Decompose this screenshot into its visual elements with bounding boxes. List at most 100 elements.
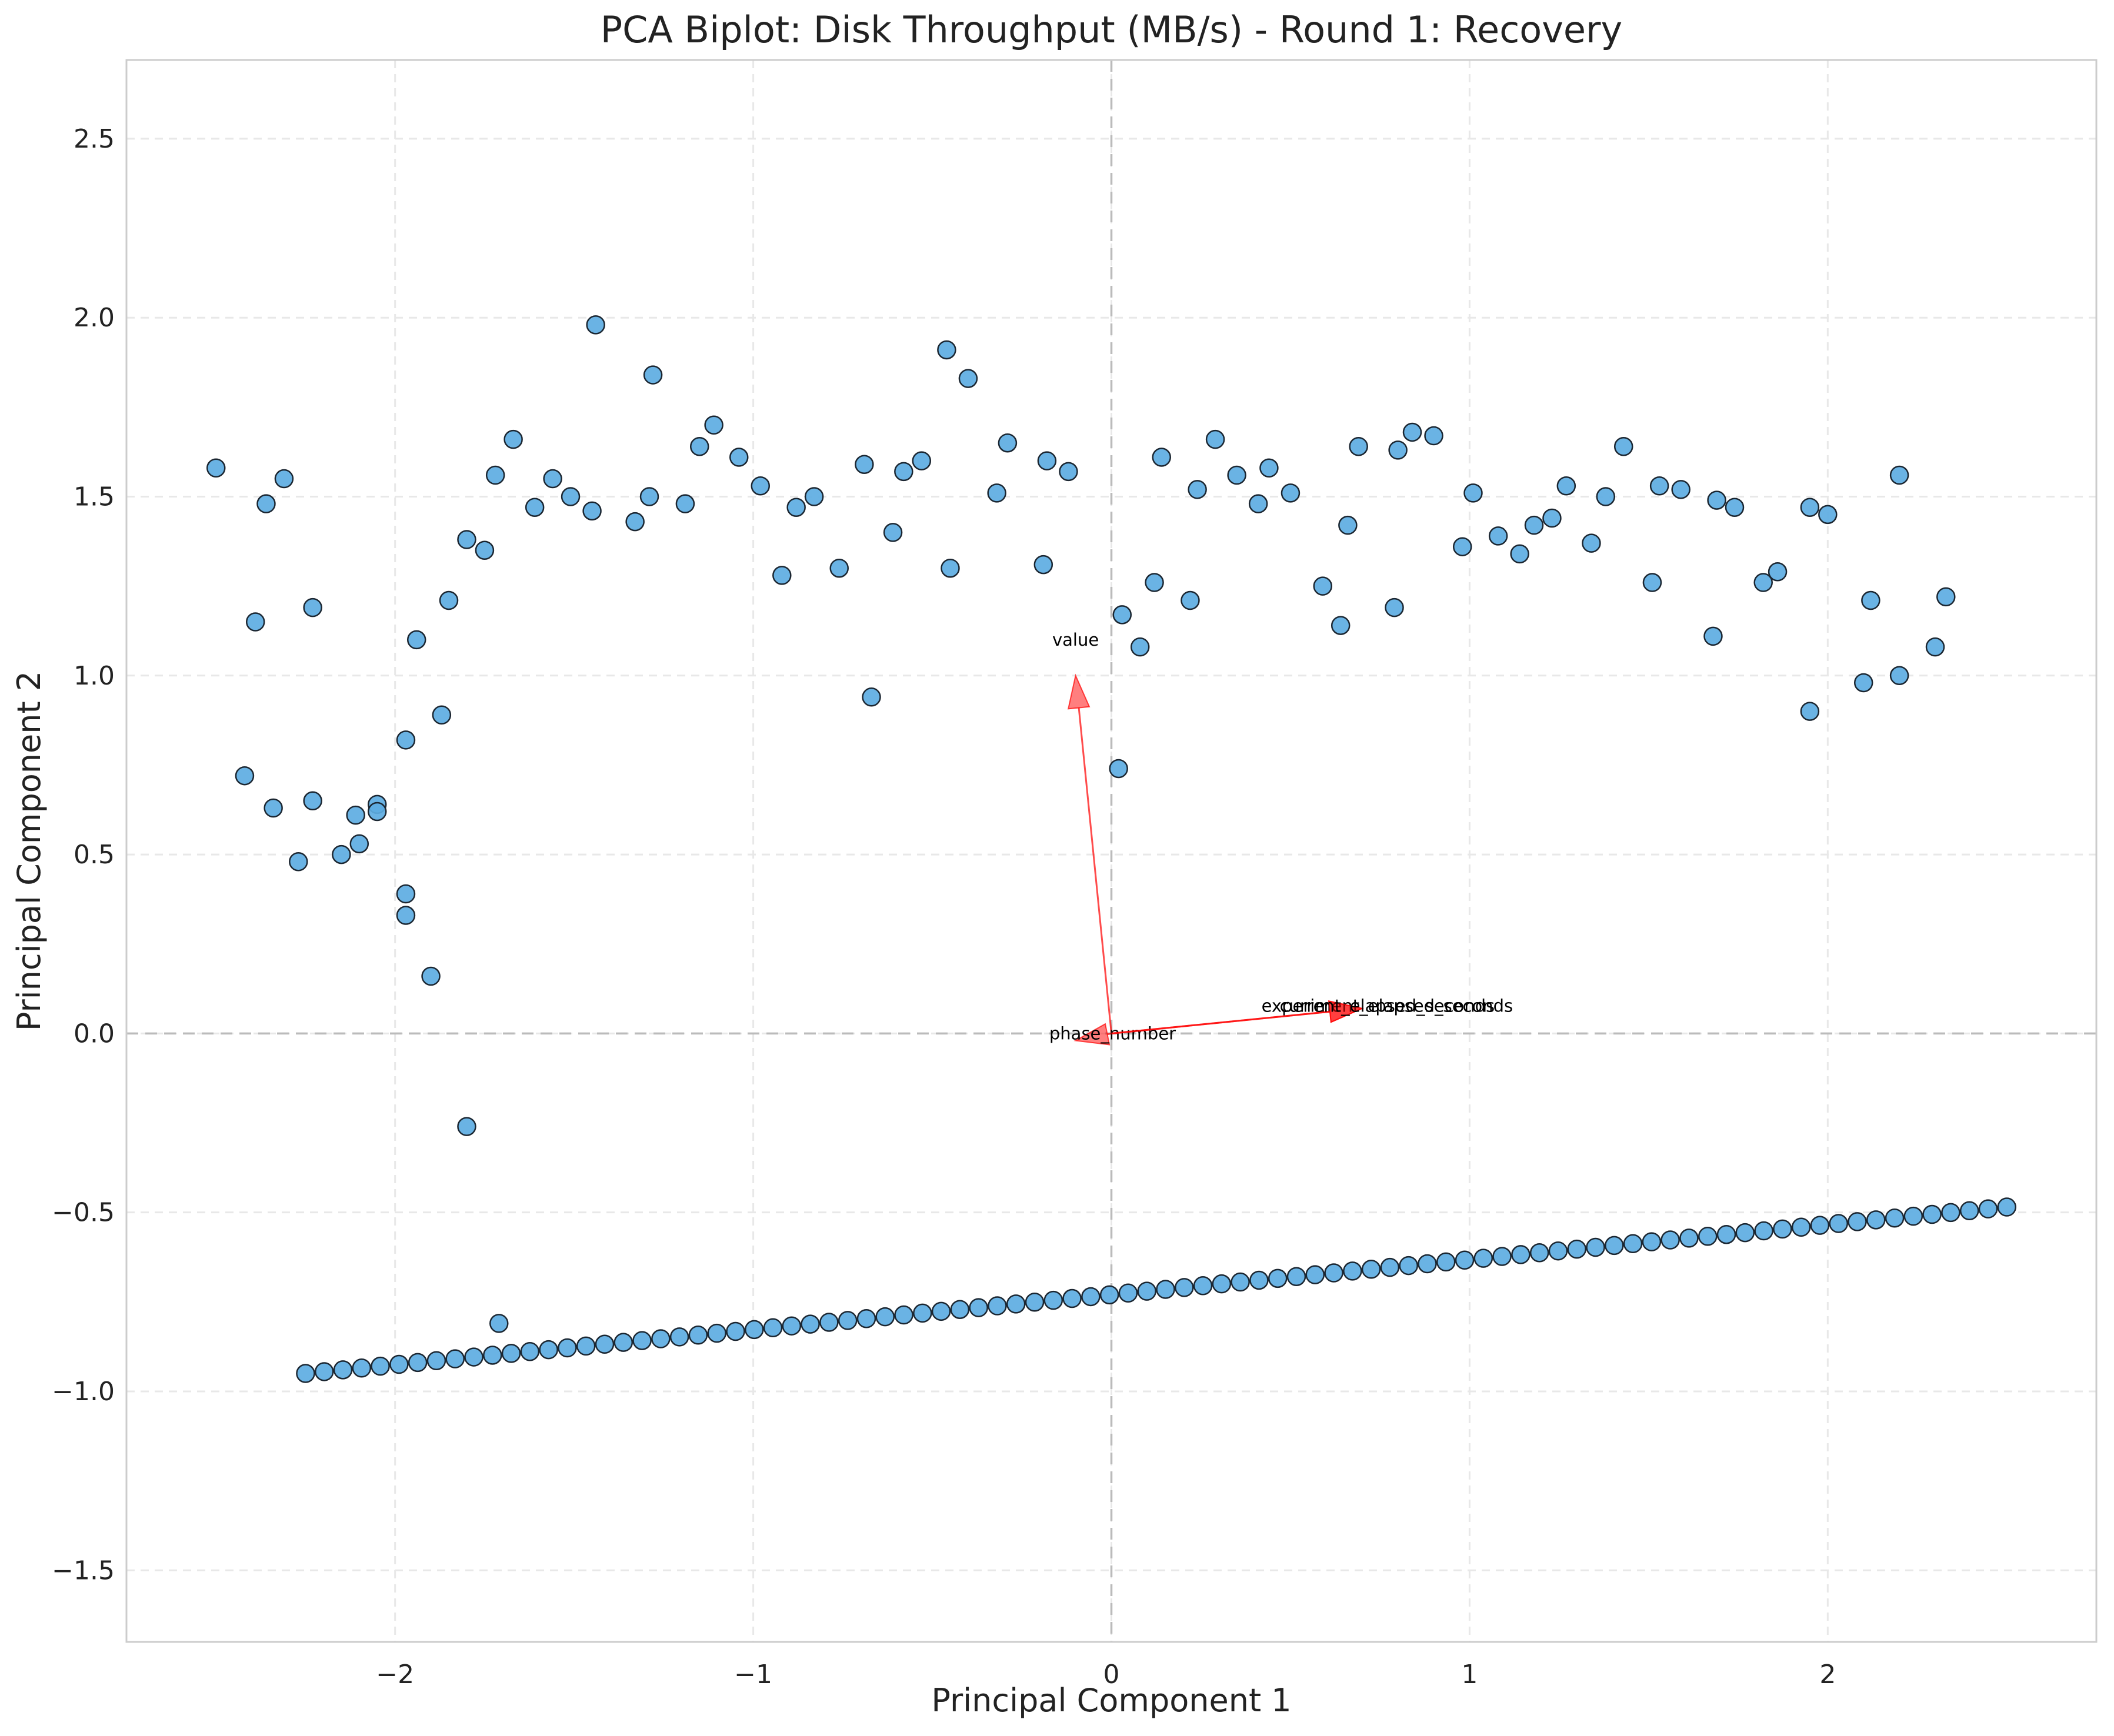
line-point xyxy=(988,1296,1007,1316)
line-point xyxy=(371,1356,390,1376)
line-point xyxy=(483,1346,502,1365)
axis-labels: PCA Biplot: Disk Throughput (MB/s) - Rou… xyxy=(11,8,1622,1719)
scatter-point xyxy=(690,437,709,456)
line-point xyxy=(1716,1224,1736,1244)
line-point xyxy=(1997,1197,2017,1217)
line-point xyxy=(1249,1270,1269,1290)
line-point xyxy=(1137,1281,1156,1301)
line-point xyxy=(651,1329,671,1348)
line-point xyxy=(1623,1234,1643,1254)
scatter-point xyxy=(406,630,426,650)
line-point xyxy=(1212,1274,1232,1294)
scatter-point xyxy=(1671,480,1690,499)
scatter-point xyxy=(675,494,695,513)
line-point xyxy=(1866,1210,1886,1230)
scatter-point xyxy=(987,483,1006,503)
scatter-points xyxy=(206,315,2017,1383)
scatter-point xyxy=(1889,666,1909,686)
line-point xyxy=(1175,1278,1194,1297)
scatter-point xyxy=(1753,573,1773,592)
plot-frame xyxy=(125,59,2098,1643)
scatter-point xyxy=(1181,590,1200,610)
scatter-point xyxy=(1642,573,1662,592)
line-point xyxy=(1305,1265,1325,1284)
line-point xyxy=(1099,1285,1119,1305)
line-point xyxy=(445,1349,465,1368)
line-point xyxy=(333,1360,353,1380)
line-point xyxy=(501,1344,521,1363)
scatter-point xyxy=(1130,637,1150,657)
x-tick-label: −1 xyxy=(734,1660,772,1690)
loading-arrow-shaft xyxy=(1111,1010,1331,1034)
scatter-point xyxy=(1248,494,1268,513)
line-point xyxy=(1399,1256,1418,1276)
line-point xyxy=(1343,1261,1362,1281)
line-point xyxy=(931,1301,951,1321)
scatter-point xyxy=(432,705,452,725)
scatter-point xyxy=(1649,476,1669,496)
scatter-point xyxy=(1596,487,1616,506)
scatter-point xyxy=(883,523,903,542)
zero-lines xyxy=(126,60,2096,1642)
scatter-point xyxy=(958,369,978,388)
scatter-point xyxy=(1059,462,1078,482)
scatter-point xyxy=(1259,458,1279,478)
line-point xyxy=(1791,1217,1811,1237)
scatter-point xyxy=(245,612,265,632)
line-point xyxy=(1118,1283,1138,1303)
line-point xyxy=(745,1320,764,1340)
line-point xyxy=(314,1362,334,1381)
y-tick-label: 0.5 xyxy=(74,840,115,870)
scatter-point xyxy=(1800,498,1820,517)
scatter-point xyxy=(912,451,932,470)
line-point xyxy=(1006,1294,1026,1314)
scatter-point xyxy=(489,1314,509,1333)
y-tick-label: 0.0 xyxy=(74,1019,115,1049)
scatter-point xyxy=(396,730,416,750)
scatter-point xyxy=(1388,440,1408,460)
loading-arrow-shaft xyxy=(1078,707,1112,1034)
line-point xyxy=(763,1318,783,1338)
scatter-point xyxy=(894,462,913,482)
scatter-point xyxy=(1205,429,1225,449)
scatter-point xyxy=(586,315,605,335)
axes-frame: −2 −1 0 1 2 −1.5 −1.0 −0.5 0.0 0.5 1.0 1.5 2.0 2.5 xyxy=(52,59,2098,1690)
line-point xyxy=(856,1309,876,1328)
scatter-point xyxy=(504,429,523,449)
line-point xyxy=(632,1331,652,1350)
scatter-point xyxy=(582,501,602,521)
line-point xyxy=(875,1307,895,1327)
scatter-point xyxy=(1925,637,1945,657)
loading-arrow-head xyxy=(1067,673,1091,710)
scatter-point xyxy=(1385,597,1404,617)
scatter-point xyxy=(206,458,226,478)
scatter-point xyxy=(625,512,645,532)
scatter-point xyxy=(1510,544,1529,564)
line-point xyxy=(801,1314,820,1334)
scatter-point xyxy=(525,498,545,517)
scatter-point xyxy=(643,365,663,385)
scatter-point xyxy=(332,844,351,864)
line-point xyxy=(838,1311,858,1330)
scatter-point xyxy=(1313,576,1333,596)
line-point xyxy=(1978,1199,1998,1218)
loading-label: current_elapsed_seconds xyxy=(1280,996,1495,1016)
line-point xyxy=(1848,1212,1867,1231)
line-point xyxy=(1959,1201,1979,1221)
scatter-point xyxy=(367,802,387,822)
line-point xyxy=(595,1334,615,1354)
scatter-point xyxy=(1424,426,1443,446)
scatter-point xyxy=(937,340,956,360)
line-point xyxy=(1473,1248,1493,1268)
scatter-point xyxy=(1800,702,1820,721)
line-point xyxy=(726,1321,745,1341)
scatter-point xyxy=(729,448,749,467)
scatter-point xyxy=(274,469,294,489)
scatter-point xyxy=(1542,508,1562,528)
x-tick-label: 1 xyxy=(1461,1660,1478,1690)
scatter-point xyxy=(862,687,881,707)
scatter-point xyxy=(1152,448,1171,467)
chart-title: PCA Biplot: Disk Throughput (MB/s) - Rou… xyxy=(601,8,1622,51)
line-point xyxy=(352,1358,372,1378)
